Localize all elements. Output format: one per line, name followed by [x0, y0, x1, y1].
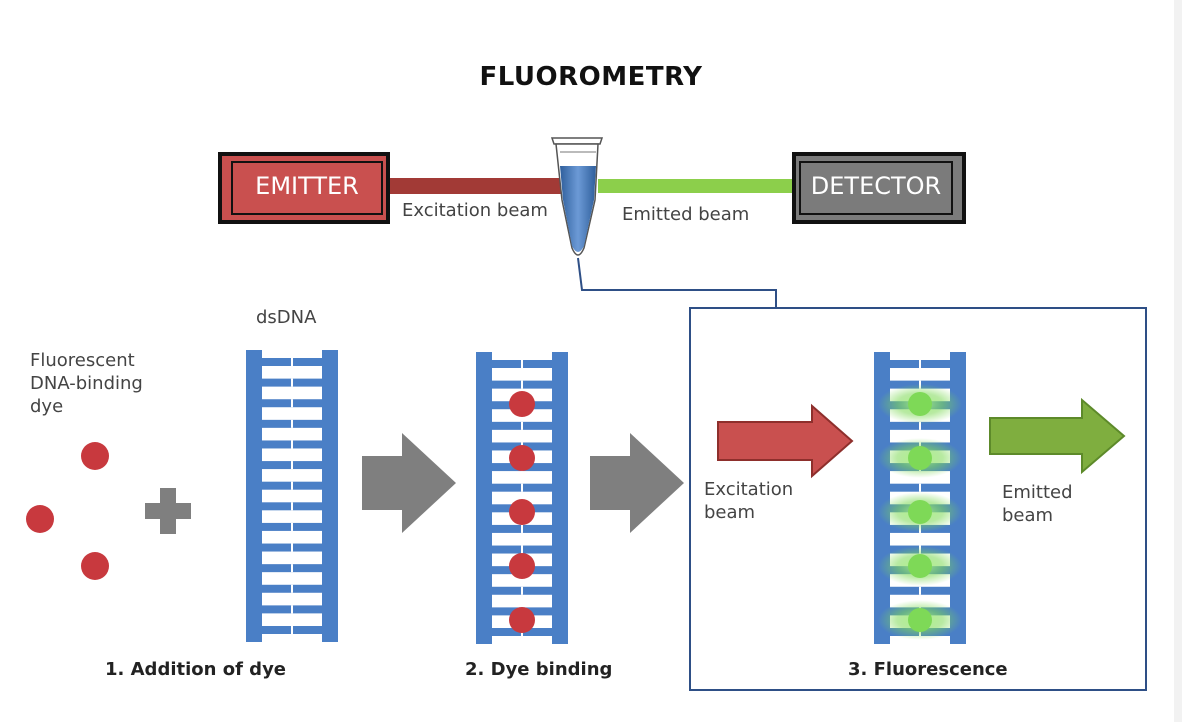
- dsdna-ladder-bound: [476, 352, 568, 644]
- bound-dye: [509, 499, 535, 525]
- base-pair-split: [291, 461, 293, 470]
- dye-label-line3: dye: [30, 396, 64, 417]
- base-pair-split: [291, 399, 293, 408]
- process-arrow: [590, 433, 684, 533]
- fluorescent-dye: [908, 554, 932, 578]
- dye-molecule: [81, 442, 109, 470]
- base-pair-split: [521, 483, 523, 492]
- emitted-label-line1: Emitted: [1002, 482, 1073, 503]
- base-pair-split: [291, 419, 293, 428]
- fluorescent-dye: [908, 500, 932, 524]
- right-edge-strip: [1174, 0, 1182, 722]
- step1-caption: 1. Addition of dye: [105, 659, 287, 680]
- base-pair-split: [919, 586, 921, 595]
- base-pair-split: [919, 421, 921, 430]
- detector-box: [792, 152, 966, 224]
- base-pair-split: [919, 360, 921, 368]
- bound-dye: [509, 445, 535, 471]
- dna-backbone: [476, 352, 492, 644]
- base-pair-split: [291, 564, 293, 573]
- base-pair-split: [291, 626, 293, 634]
- base-pair-split: [521, 360, 523, 368]
- sample-tube: [550, 137, 604, 256]
- emitted-beam: [598, 179, 796, 193]
- base-pair-split: [521, 380, 523, 389]
- fluorescent-dye: [908, 608, 932, 632]
- excitation-beam: [390, 178, 565, 194]
- base-pair-split: [291, 440, 293, 449]
- emitter-label: EMITTER: [255, 172, 359, 200]
- excitation-arrow: [717, 403, 854, 479]
- dna-backbone: [322, 350, 338, 642]
- bound-dye: [509, 607, 535, 633]
- base-pair-split: [521, 421, 523, 430]
- base-pair-split: [919, 483, 921, 492]
- emitted-beam-label: Emitted beam: [622, 204, 750, 225]
- dna-backbone: [246, 350, 262, 642]
- base-pair-split: [521, 524, 523, 533]
- fluorescence-frame: [689, 307, 1147, 691]
- bound-dye: [509, 391, 535, 417]
- base-pair-split: [291, 522, 293, 531]
- dna-backbone: [552, 352, 568, 644]
- base-pair-split: [291, 543, 293, 552]
- plus-icon: [145, 488, 191, 534]
- base-pair-split: [291, 584, 293, 593]
- dsdna-ladder: [246, 350, 338, 642]
- fluorescent-dye: [908, 446, 932, 470]
- step2-caption: 2. Dye binding: [465, 659, 613, 680]
- base-pair-split: [521, 586, 523, 595]
- dye-label-line2: DNA-binding: [30, 373, 143, 394]
- process-arrow: [362, 433, 456, 533]
- base-pair-split: [291, 358, 293, 366]
- emitted-arrow: [989, 397, 1126, 475]
- dye-molecule: [26, 505, 54, 533]
- fluorescent-dye: [908, 392, 932, 416]
- emitted-label-line2: beam: [1002, 505, 1054, 526]
- step3-caption: 3. Fluorescence: [848, 659, 1008, 680]
- base-pair-split: [291, 378, 293, 387]
- connector-line: [577, 257, 777, 308]
- emitter-box: [218, 152, 390, 224]
- base-pair-split: [291, 481, 293, 490]
- dsdna-ladder-fluorescent: [874, 352, 966, 644]
- base-pair-split: [291, 502, 293, 511]
- excitation-beam-label: Excitation beam: [402, 200, 548, 221]
- bound-dye: [509, 553, 535, 579]
- excitation-label-line1: Excitation: [704, 479, 794, 500]
- base-pair-split: [521, 545, 523, 554]
- dye-molecule: [81, 552, 109, 580]
- dsdna-label: dsDNA: [256, 307, 317, 328]
- page-title: FLUOROMETRY: [479, 62, 703, 92]
- detector-label: DETECTOR: [810, 172, 942, 200]
- base-pair-split: [291, 605, 293, 614]
- excitation-label-line2: beam: [704, 502, 756, 523]
- dye-label-line1: Fluorescent: [30, 350, 135, 371]
